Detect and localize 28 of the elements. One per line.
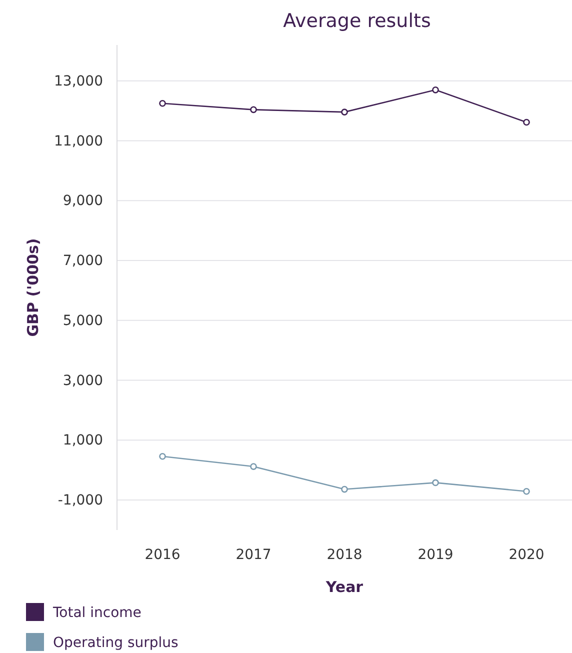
y-tick-label: -1,000 — [58, 492, 103, 509]
x-tick-label: 2017 — [236, 546, 272, 563]
chart-title: Average results — [283, 10, 431, 32]
y-tick-label: 7,000 — [62, 253, 103, 270]
y-tick-label: 11,000 — [54, 133, 103, 150]
y-tick-label: 1,000 — [62, 432, 103, 449]
x-axis-title: Year — [324, 578, 364, 596]
x-tick-label: 2019 — [418, 546, 454, 563]
point — [523, 118, 530, 126]
y-tick-label: 13,000 — [54, 73, 103, 90]
y-axis-title: GBP ('000s) — [24, 238, 42, 337]
legend-label: Operating surplus — [53, 635, 178, 651]
point — [159, 452, 166, 460]
point — [341, 108, 348, 116]
point — [250, 463, 257, 470]
point — [432, 86, 439, 94]
point — [523, 488, 530, 495]
y-tick-label: 5,000 — [62, 312, 103, 329]
point — [341, 486, 348, 493]
x-tick-label: 2016 — [144, 546, 180, 563]
point — [159, 100, 166, 107]
legend-label: Total income — [52, 605, 142, 621]
point — [432, 479, 439, 486]
x-tick-label: 2020 — [508, 546, 544, 563]
y-tick-label: 3,000 — [62, 372, 103, 389]
x-tick-label: 2018 — [326, 546, 362, 563]
y-tick-label: 9,000 — [62, 193, 103, 210]
point — [250, 106, 257, 114]
